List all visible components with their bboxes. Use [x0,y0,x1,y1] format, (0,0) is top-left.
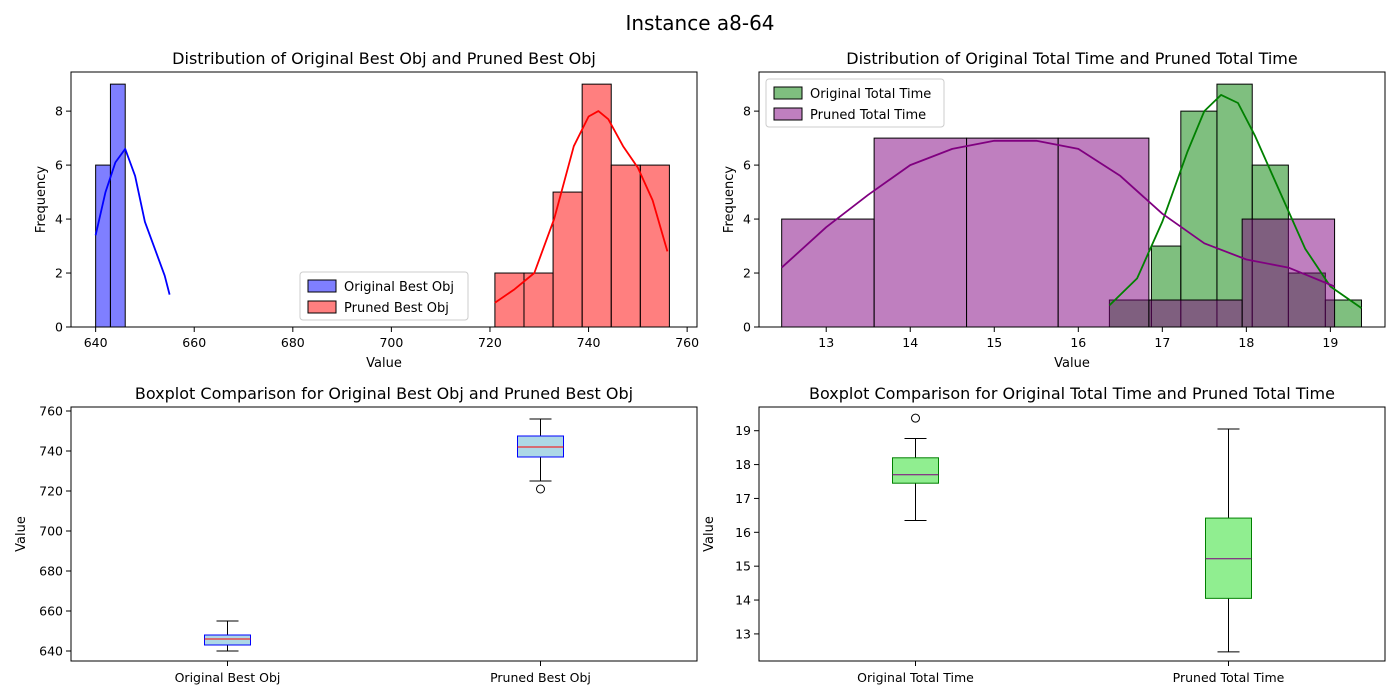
plot-title: Distribution of Original Best Obj and Pr… [172,49,596,68]
hist-bar [523,272,554,328]
y-tick-label: 13 [735,626,751,641]
y-tick-label: 17 [735,491,751,506]
axes-frame [758,71,1386,328]
outlier-point [536,484,545,494]
y-tick-label: 640 [39,644,63,659]
y-tick-label: 4 [743,212,751,227]
hist-bar [781,218,875,328]
x-tick-label: 15 [986,335,1002,350]
hist-bar [1057,137,1150,328]
legend-box [299,271,469,321]
y-tick-label: 680 [39,564,63,579]
y-tick-label: 760 [39,404,63,419]
hist-bar [873,137,968,328]
x-tick-label: 700 [379,335,403,350]
x-axis-label: Value [366,356,402,371]
y-tick-label: 14 [735,593,751,608]
kde-line [781,139,1335,288]
x-tick-label: Original Best Obj [175,670,281,685]
y-tick-label: 0 [55,320,63,335]
hist-bar [966,137,1059,328]
y-tick-label: 2 [743,266,751,281]
y-tick-label: 18 [735,457,751,472]
y-axis-label: Value [14,516,29,552]
axes-frame [70,406,698,662]
box-iqr [204,634,251,646]
x-tick-label: 660 [182,335,206,350]
x-tick-label: Pruned Total Time [1173,670,1285,685]
x-tick-label: 18 [1238,335,1254,350]
x-tick-label: 720 [478,335,502,350]
legend-label: Original Best Obj [344,280,454,295]
figure-title: Instance a8-64 [625,11,774,35]
kde-line [94,147,171,295]
y-tick-label: 660 [39,604,63,619]
y-tick-label: 4 [55,212,63,227]
y-axis-label: Frequency [34,166,49,233]
legend-label: Original Total Time [810,87,931,102]
box-iqr [892,457,939,484]
y-tick-label: 19 [735,423,751,438]
y-tick-label: 8 [55,104,63,119]
boxplot-best-obj: Original Best Obj Pruned Best Obj Boxplot … [14,384,698,685]
axes-frame [758,406,1386,662]
hist-bar [1148,299,1243,328]
y-tick-label: 0 [743,320,751,335]
outlier-point [911,413,920,423]
plot-title: Boxplot Comparison for Original Total Ti… [809,384,1335,403]
x-tick-label: 17 [1154,335,1170,350]
y-tick-label: 16 [735,525,751,540]
hist-bar [95,164,111,328]
x-tick-label: 680 [281,335,305,350]
x-tick-label: 13 [818,335,834,350]
y-tick-label: 6 [55,158,63,173]
x-tick-label: Pruned Best Obj [490,670,591,685]
plot-title: Distribution of Original Total Time and … [846,49,1297,68]
hist-bar [581,83,612,328]
hist-bar [109,83,126,328]
boxplot-total-time: Original Total Time Pruned Total Time Boxp… [702,384,1386,685]
x-tick-label: 16 [1070,335,1086,350]
legend-swatch [307,279,337,293]
y-axis-label: Frequency [722,166,737,233]
x-tick-label: 14 [902,335,918,350]
x-tick-label: 760 [675,335,699,350]
y-tick-label: 2 [55,266,63,281]
y-tick-label: 6 [743,158,751,173]
x-tick-label: 740 [577,335,601,350]
legend-label: Pruned Best Obj [344,301,449,316]
hist-bar [552,191,583,328]
legend-box [765,78,945,128]
y-tick-label: 720 [39,484,63,499]
legend-swatch [773,86,803,100]
x-tick-label: 640 [84,335,108,350]
x-tick-label: 19 [1322,335,1338,350]
hist-bar [610,164,641,328]
legend-swatch [307,300,337,314]
kde-line [1108,94,1363,309]
y-tick-label: 8 [743,104,751,119]
y-tick-label: 15 [735,559,751,574]
y-tick-label: 700 [39,524,63,539]
axes-frame [70,71,698,328]
hist-bar [1241,218,1336,328]
hist-bar [1180,110,1218,328]
y-tick-label: 740 [39,444,63,459]
hist-bar [639,164,670,328]
box-iqr [1205,517,1252,599]
histogram-total-time: 13 14 15 16 17 18 19 Value Distribution of Origi… [722,49,1386,371]
legend-label: Pruned Total Time [810,108,926,123]
x-tick-label: Original Total Time [857,670,974,685]
kde-line [494,110,669,304]
x-axis-label: Value [1054,356,1090,371]
y-axis-label: Value [702,516,717,552]
plot-title: Boxplot Comparison for Original Best Obj… [135,384,633,403]
legend-swatch [773,107,803,121]
